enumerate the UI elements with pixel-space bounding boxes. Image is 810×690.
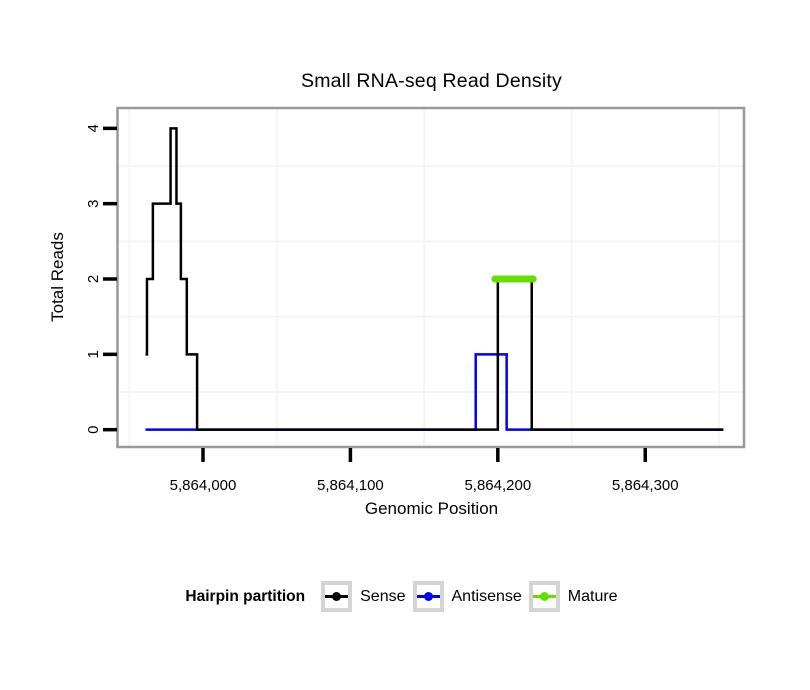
- legend-key-dot: [332, 592, 342, 601]
- plot-panel: 5,864,000 5,864,100 5,864,200 5,864,300 0 1 2 3…: [85, 106, 746, 494]
- legend-label-antisense: Antisense: [451, 587, 522, 605]
- legend: Hairpin partition Sense Antisense Mature: [0, 581, 810, 612]
- legend-item-sense: Sense: [321, 581, 406, 612]
- legend-key-mature-icon: [528, 581, 560, 612]
- y-tick-label: 3: [85, 200, 102, 208]
- x-tick-label: 5,864,300: [612, 477, 679, 494]
- legend-key-dot: [539, 592, 549, 601]
- legend-item-antisense: Antisense: [412, 581, 522, 612]
- chart-title: Small RNA-seq Read Density: [301, 70, 562, 92]
- y-tick-label: 0: [85, 426, 102, 434]
- y-tick-label: 4: [85, 124, 102, 132]
- legend-label-mature: Mature: [567, 587, 618, 605]
- y-tick-label: 1: [85, 350, 102, 358]
- legend-title: Hairpin partition: [185, 587, 306, 605]
- y-tick-label: 2: [85, 275, 102, 283]
- panel-background: [117, 108, 744, 447]
- legend-key-antisense-icon: [412, 581, 444, 612]
- x-tick-label: 5,864,200: [464, 477, 531, 494]
- legend-label-sense: Sense: [360, 587, 406, 605]
- series-sense-line: [145, 127, 724, 431]
- panel-border: [116, 106, 746, 449]
- legend-item-mature: Mature: [528, 581, 618, 612]
- legend-key-sense-icon: [321, 581, 353, 612]
- legend-key-dot: [423, 592, 433, 601]
- x-axis-title: Genomic Position: [364, 499, 499, 518]
- x-tick-label: 5,864,100: [317, 477, 384, 494]
- x-tick-label: 5,864,000: [170, 477, 237, 494]
